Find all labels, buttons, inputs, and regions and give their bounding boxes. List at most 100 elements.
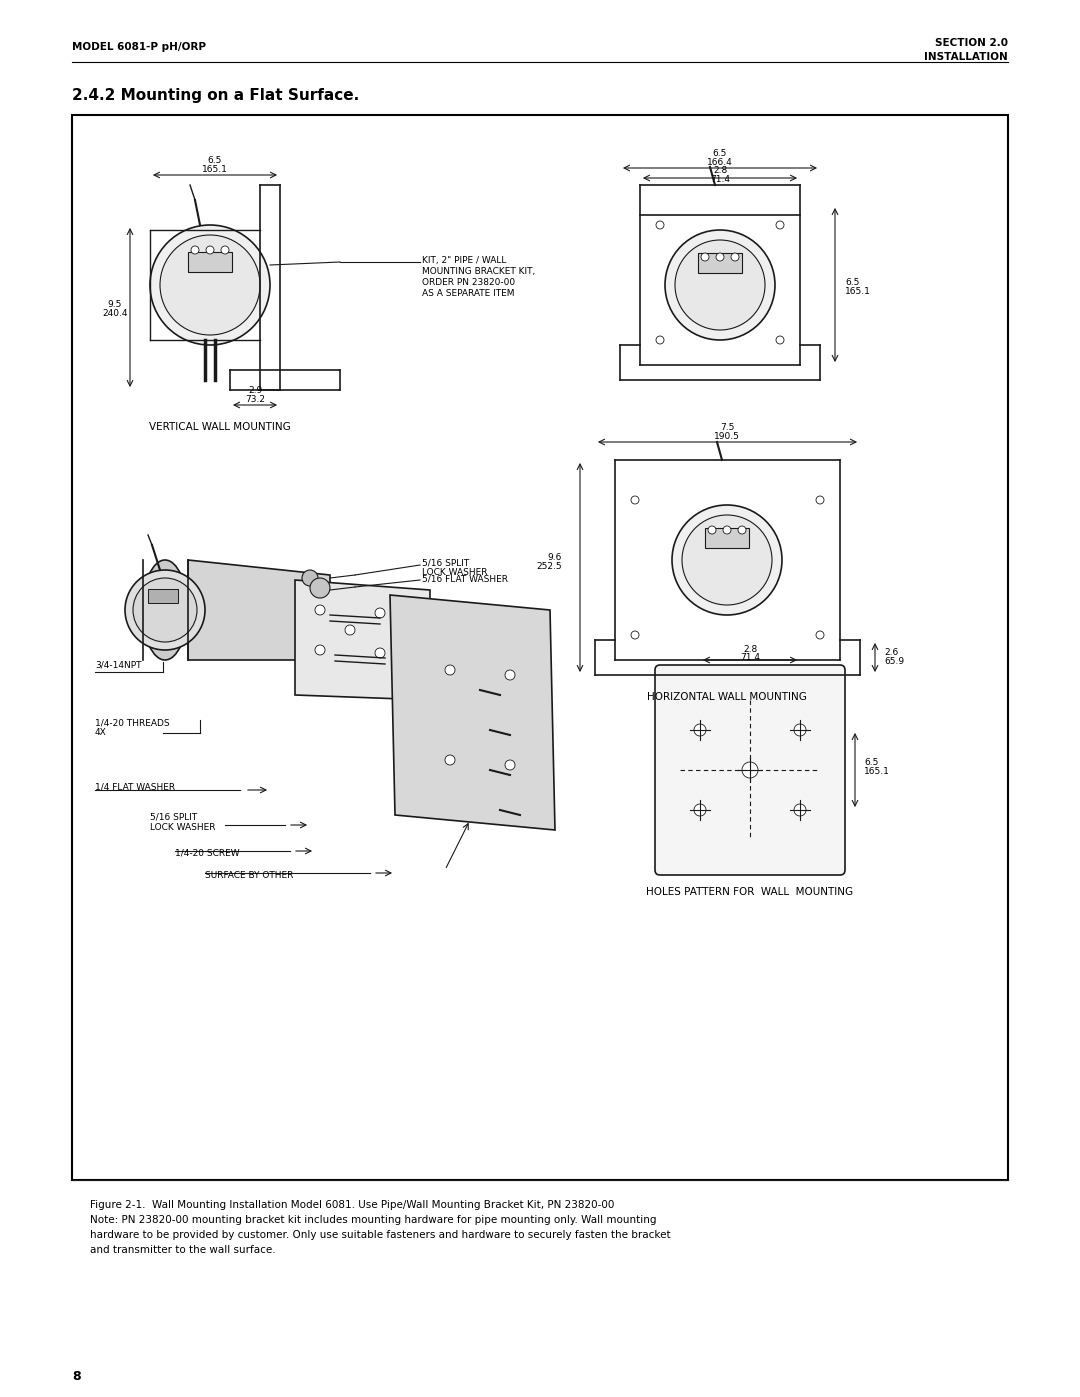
Text: Figure 2-1.  Wall Mounting Installation Model 6081. Use Pipe/Wall Mounting Brack: Figure 2-1. Wall Mounting Installation M… (90, 1200, 615, 1210)
Bar (72, 115, 1008, 1180)
Circle shape (206, 246, 214, 254)
Text: 4X: 4X (95, 728, 107, 738)
Polygon shape (390, 595, 555, 830)
Text: 7.5: 7.5 (719, 423, 734, 432)
Circle shape (150, 225, 270, 345)
Circle shape (681, 515, 772, 605)
Circle shape (191, 246, 199, 254)
Text: 8: 8 (72, 1370, 81, 1383)
FancyBboxPatch shape (654, 665, 845, 875)
Text: 1/4-20 THREADS: 1/4-20 THREADS (95, 718, 170, 726)
Text: 65.9: 65.9 (885, 657, 904, 666)
Text: 2.8: 2.8 (713, 166, 727, 175)
Text: 73.2: 73.2 (245, 395, 265, 404)
Text: 252.5: 252.5 (537, 562, 562, 571)
Circle shape (375, 608, 384, 617)
Circle shape (505, 760, 515, 770)
Text: 5/16 FLAT WASHER: 5/16 FLAT WASHER (422, 574, 508, 583)
Polygon shape (295, 580, 430, 700)
Text: VERTICAL WALL MOUNTING: VERTICAL WALL MOUNTING (149, 422, 291, 432)
Circle shape (701, 253, 708, 261)
Text: HORIZONTAL WALL MOUNTING: HORIZONTAL WALL MOUNTING (647, 692, 807, 703)
Text: 9.6: 9.6 (548, 553, 562, 562)
Text: AS A SEPARATE ITEM: AS A SEPARATE ITEM (422, 289, 514, 298)
Text: MOUNTING BRACKET KIT,: MOUNTING BRACKET KIT, (422, 267, 536, 277)
Circle shape (302, 570, 318, 585)
Circle shape (221, 246, 229, 254)
Circle shape (816, 631, 824, 638)
Text: 2.8: 2.8 (743, 645, 757, 654)
Text: 3/4-14NPT: 3/4-14NPT (95, 661, 141, 671)
Text: 2.6: 2.6 (885, 648, 899, 657)
Circle shape (708, 527, 716, 534)
Bar (705, 528, 750, 548)
Text: 6.5: 6.5 (207, 156, 222, 165)
Circle shape (716, 253, 724, 261)
Text: LOCK WASHER: LOCK WASHER (150, 823, 216, 833)
Circle shape (310, 578, 330, 598)
Circle shape (375, 648, 384, 658)
Text: Note: PN 23820-00 mounting bracket kit includes mounting hardware for pipe mount: Note: PN 23820-00 mounting bracket kit i… (90, 1215, 657, 1225)
Text: 165.1: 165.1 (202, 165, 228, 175)
Text: 1/4 FLAT WASHER: 1/4 FLAT WASHER (95, 782, 175, 792)
Circle shape (505, 671, 515, 680)
Circle shape (794, 805, 806, 816)
Circle shape (777, 337, 784, 344)
Circle shape (631, 631, 639, 638)
Circle shape (345, 624, 355, 636)
Text: 5/16 SPLIT: 5/16 SPLIT (150, 813, 198, 821)
Circle shape (738, 527, 746, 534)
Circle shape (672, 504, 782, 615)
Text: INSTALLATION: INSTALLATION (924, 52, 1008, 61)
Text: 165.1: 165.1 (864, 767, 890, 775)
Text: MODEL 6081-P pH/ORP: MODEL 6081-P pH/ORP (72, 42, 206, 52)
Bar (148, 590, 178, 604)
Circle shape (445, 665, 455, 675)
Circle shape (794, 724, 806, 736)
Circle shape (694, 805, 706, 816)
Text: 240.4: 240.4 (103, 309, 127, 319)
Text: 6.5: 6.5 (845, 278, 860, 286)
Text: 71.4: 71.4 (740, 652, 760, 662)
Text: 165.1: 165.1 (845, 286, 870, 296)
Text: and transmitter to the wall surface.: and transmitter to the wall surface. (90, 1245, 275, 1255)
Ellipse shape (143, 560, 188, 659)
Text: KIT, 2" PIPE / WALL: KIT, 2" PIPE / WALL (422, 256, 507, 265)
Bar (188, 251, 232, 272)
Circle shape (816, 496, 824, 504)
Circle shape (656, 221, 664, 229)
Text: 190.5: 190.5 (714, 432, 740, 441)
Text: 2.4.2 Mounting on a Flat Surface.: 2.4.2 Mounting on a Flat Surface. (72, 88, 360, 103)
Polygon shape (188, 560, 330, 659)
Circle shape (665, 231, 775, 339)
Circle shape (315, 605, 325, 615)
Text: 9.5: 9.5 (108, 300, 122, 309)
Text: 6.5: 6.5 (713, 149, 727, 158)
Circle shape (315, 645, 325, 655)
Circle shape (125, 570, 205, 650)
Circle shape (656, 337, 664, 344)
Text: ORDER PN 23820-00: ORDER PN 23820-00 (422, 278, 515, 286)
Circle shape (742, 761, 758, 778)
Text: 166.4: 166.4 (707, 158, 733, 168)
Circle shape (777, 221, 784, 229)
Text: HOLES PATTERN FOR  WALL  MOUNTING: HOLES PATTERN FOR WALL MOUNTING (647, 887, 853, 897)
Text: hardware to be provided by customer. Only use suitable fasteners and hardware to: hardware to be provided by customer. Onl… (90, 1229, 671, 1241)
Text: 71.4: 71.4 (710, 175, 730, 184)
Circle shape (694, 724, 706, 736)
Circle shape (160, 235, 260, 335)
Text: SECTION 2.0: SECTION 2.0 (935, 38, 1008, 47)
Text: 5/16 SPLIT: 5/16 SPLIT (422, 559, 469, 569)
Text: LOCK WASHER: LOCK WASHER (422, 569, 487, 577)
Circle shape (731, 253, 739, 261)
Bar (698, 253, 742, 272)
Circle shape (723, 527, 731, 534)
Text: 1/4-20 SCREW: 1/4-20 SCREW (175, 848, 240, 856)
Text: SURFACE BY OTHER: SURFACE BY OTHER (205, 870, 294, 880)
Circle shape (631, 496, 639, 504)
Text: 2.9: 2.9 (248, 386, 262, 395)
Text: 6.5: 6.5 (864, 759, 878, 767)
Circle shape (133, 578, 197, 643)
Circle shape (675, 240, 765, 330)
Circle shape (445, 754, 455, 766)
